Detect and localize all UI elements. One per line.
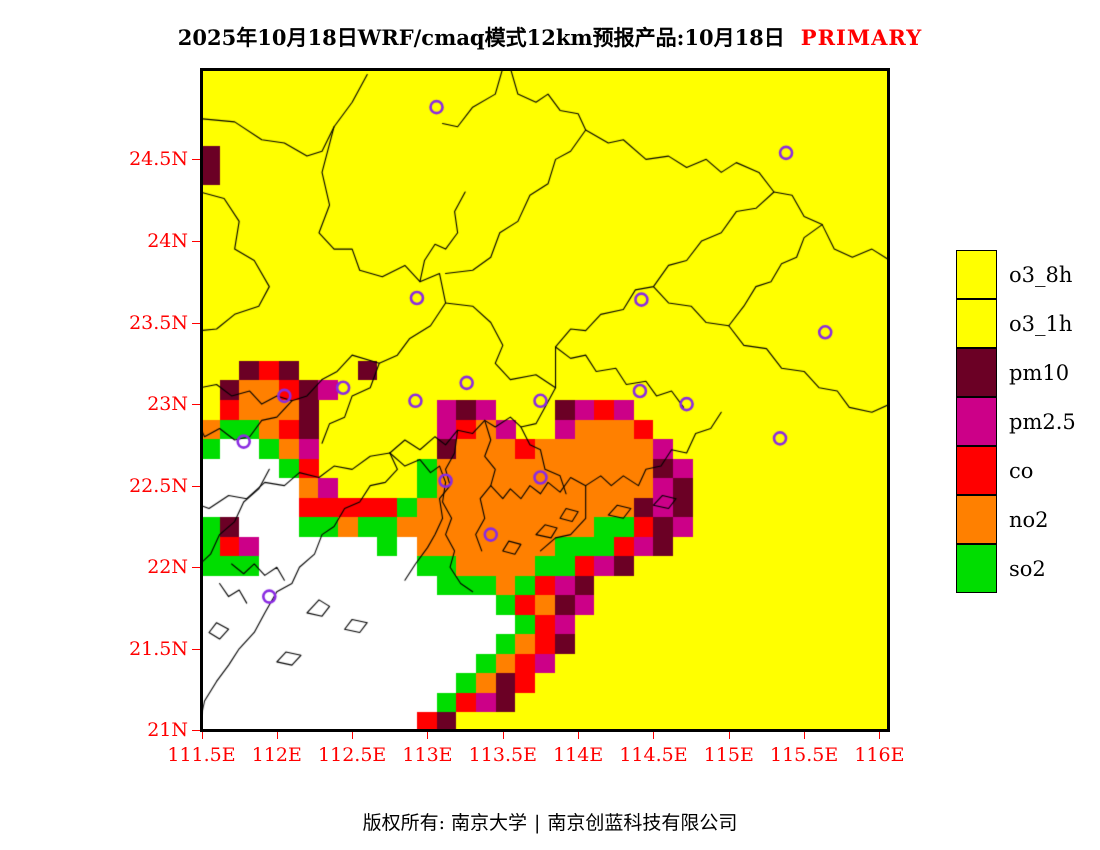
y-tick bbox=[192, 240, 200, 242]
y-axis-label: 22.5N bbox=[129, 474, 188, 497]
y-tick bbox=[192, 322, 200, 324]
footer-copyright: 版权所有: 南京大学 | 南京创蓝科技有限公司 bbox=[0, 808, 1100, 835]
footer-separator: | bbox=[534, 812, 541, 834]
legend-label: o3_1h bbox=[1009, 311, 1073, 336]
legend-label: no2 bbox=[1009, 507, 1049, 532]
legend-item-o38h: o3_8h bbox=[956, 250, 1076, 299]
x-tick bbox=[653, 732, 655, 739]
legend-swatch bbox=[956, 544, 997, 593]
x-axis-label: 111.5E bbox=[167, 744, 236, 766]
footer-copyright-text: 版权所有: 南京大学 bbox=[362, 812, 528, 834]
pollutant-heatmap-canvas[interactable] bbox=[200, 68, 890, 732]
legend-swatch bbox=[956, 495, 997, 544]
x-tick bbox=[201, 732, 203, 739]
y-axis-label: 23.5N bbox=[129, 311, 188, 334]
x-tick bbox=[276, 732, 278, 739]
legend-item-o31h: o3_1h bbox=[956, 299, 1076, 348]
x-axis-label: 114E bbox=[553, 744, 604, 766]
legend-swatch bbox=[956, 446, 997, 495]
y-axis-label: 21N bbox=[147, 719, 188, 742]
x-axis-label: 115E bbox=[703, 744, 754, 766]
x-axis-label: 112E bbox=[251, 744, 302, 766]
legend-swatch bbox=[956, 250, 997, 299]
page-title-main: 2025年10月18日WRF/cmaq模式12km预报产品:10月18日 bbox=[177, 25, 785, 50]
x-axis-label: 114.5E bbox=[619, 744, 688, 766]
y-tick bbox=[192, 159, 200, 161]
legend-swatch bbox=[956, 299, 997, 348]
y-tick bbox=[192, 730, 200, 732]
y-axis-label: 24N bbox=[147, 229, 188, 252]
legend-item-co: co bbox=[956, 446, 1076, 495]
x-tick bbox=[728, 732, 730, 739]
y-axis-label: 23N bbox=[147, 393, 188, 416]
legend-item-pm25: pm2.5 bbox=[956, 397, 1076, 446]
x-tick bbox=[578, 732, 580, 739]
legend-label: pm2.5 bbox=[1009, 409, 1076, 434]
x-tick bbox=[804, 732, 806, 739]
legend-item-so2: so2 bbox=[956, 544, 1076, 593]
y-tick bbox=[192, 648, 200, 650]
legend-label: so2 bbox=[1009, 556, 1046, 581]
legend-item-no2: no2 bbox=[956, 495, 1076, 544]
legend-swatch bbox=[956, 397, 997, 446]
x-tick bbox=[502, 732, 504, 739]
y-axis-label: 24.5N bbox=[129, 148, 188, 171]
x-axis-label: 113E bbox=[402, 744, 453, 766]
x-tick bbox=[352, 732, 354, 739]
footer-company-text: 南京创蓝科技有限公司 bbox=[547, 812, 738, 834]
y-tick bbox=[192, 404, 200, 406]
y-axis-label: 22N bbox=[147, 556, 188, 579]
map-plot-area[interactable]: 111.5E 112E 112.5E 113E 113.5E 114E 114.5E 115E… bbox=[129, 68, 905, 766]
x-axis-label: 116E bbox=[854, 744, 905, 766]
x-tick bbox=[427, 732, 429, 739]
x-axis-label: 112.5E bbox=[318, 744, 387, 766]
y-tick bbox=[192, 485, 200, 487]
y-tick bbox=[192, 567, 200, 569]
legend-item-pm10: pm10 bbox=[956, 348, 1076, 397]
legend-label: o3_8h bbox=[1009, 262, 1073, 287]
page-title: 2025年10月18日WRF/cmaq模式12km预报产品:10月18日 PRIM… bbox=[0, 22, 1100, 52]
legend: o3_8h o3_1h pm10 pm2.5 co no2 so2 bbox=[956, 250, 1076, 593]
primary-tag: PRIMARY bbox=[800, 25, 923, 50]
legend-label: co bbox=[1009, 458, 1034, 483]
x-tick bbox=[879, 732, 881, 739]
legend-swatch bbox=[956, 348, 997, 397]
x-axis-label: 115.5E bbox=[769, 744, 839, 766]
x-axis-label: 113.5E bbox=[468, 744, 537, 766]
legend-label: pm10 bbox=[1009, 360, 1070, 385]
y-axis-label: 21.5N bbox=[129, 637, 188, 660]
